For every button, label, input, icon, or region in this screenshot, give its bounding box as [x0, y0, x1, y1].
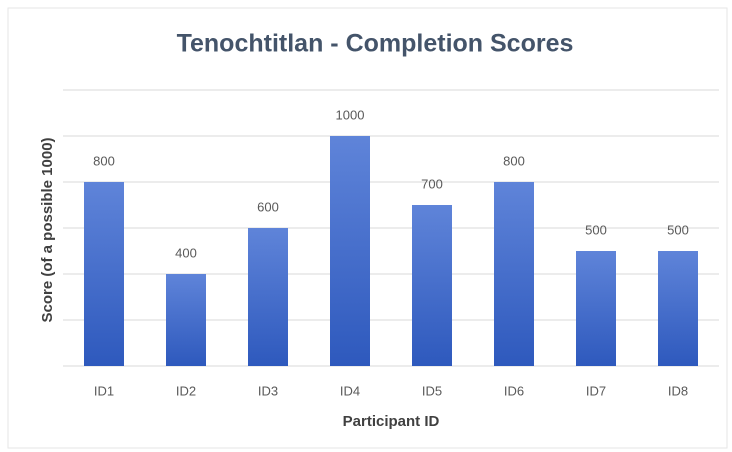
bar [166, 274, 206, 366]
x-tick-label: ID1 [94, 383, 114, 398]
data-label: 400 [175, 245, 197, 260]
bar [84, 182, 124, 366]
chart-title: Tenochtitlan - Completion Scores [177, 30, 574, 58]
bar [330, 136, 370, 366]
data-label: 800 [93, 153, 115, 168]
data-label: 500 [667, 222, 689, 237]
data-label: 500 [585, 222, 607, 237]
x-tick-label: ID6 [504, 383, 524, 398]
x-tick-label: ID8 [668, 383, 688, 398]
data-label: 600 [257, 199, 279, 214]
bar [412, 205, 452, 366]
y-axis-title: Score (of a possible 1000) [39, 137, 56, 322]
bar [576, 251, 616, 366]
data-label: 800 [503, 153, 525, 168]
data-label: 700 [421, 176, 443, 191]
x-tick-label: ID4 [340, 383, 360, 398]
bar [658, 251, 698, 366]
x-tick-label: ID7 [586, 383, 606, 398]
data-label: 1000 [336, 107, 365, 122]
x-tick-label: ID2 [176, 383, 196, 398]
bar [248, 228, 288, 366]
x-tick-label: ID3 [258, 383, 278, 398]
x-tick-label: ID5 [422, 383, 442, 398]
bar [494, 182, 534, 366]
x-axis-title: Participant ID [343, 413, 440, 430]
